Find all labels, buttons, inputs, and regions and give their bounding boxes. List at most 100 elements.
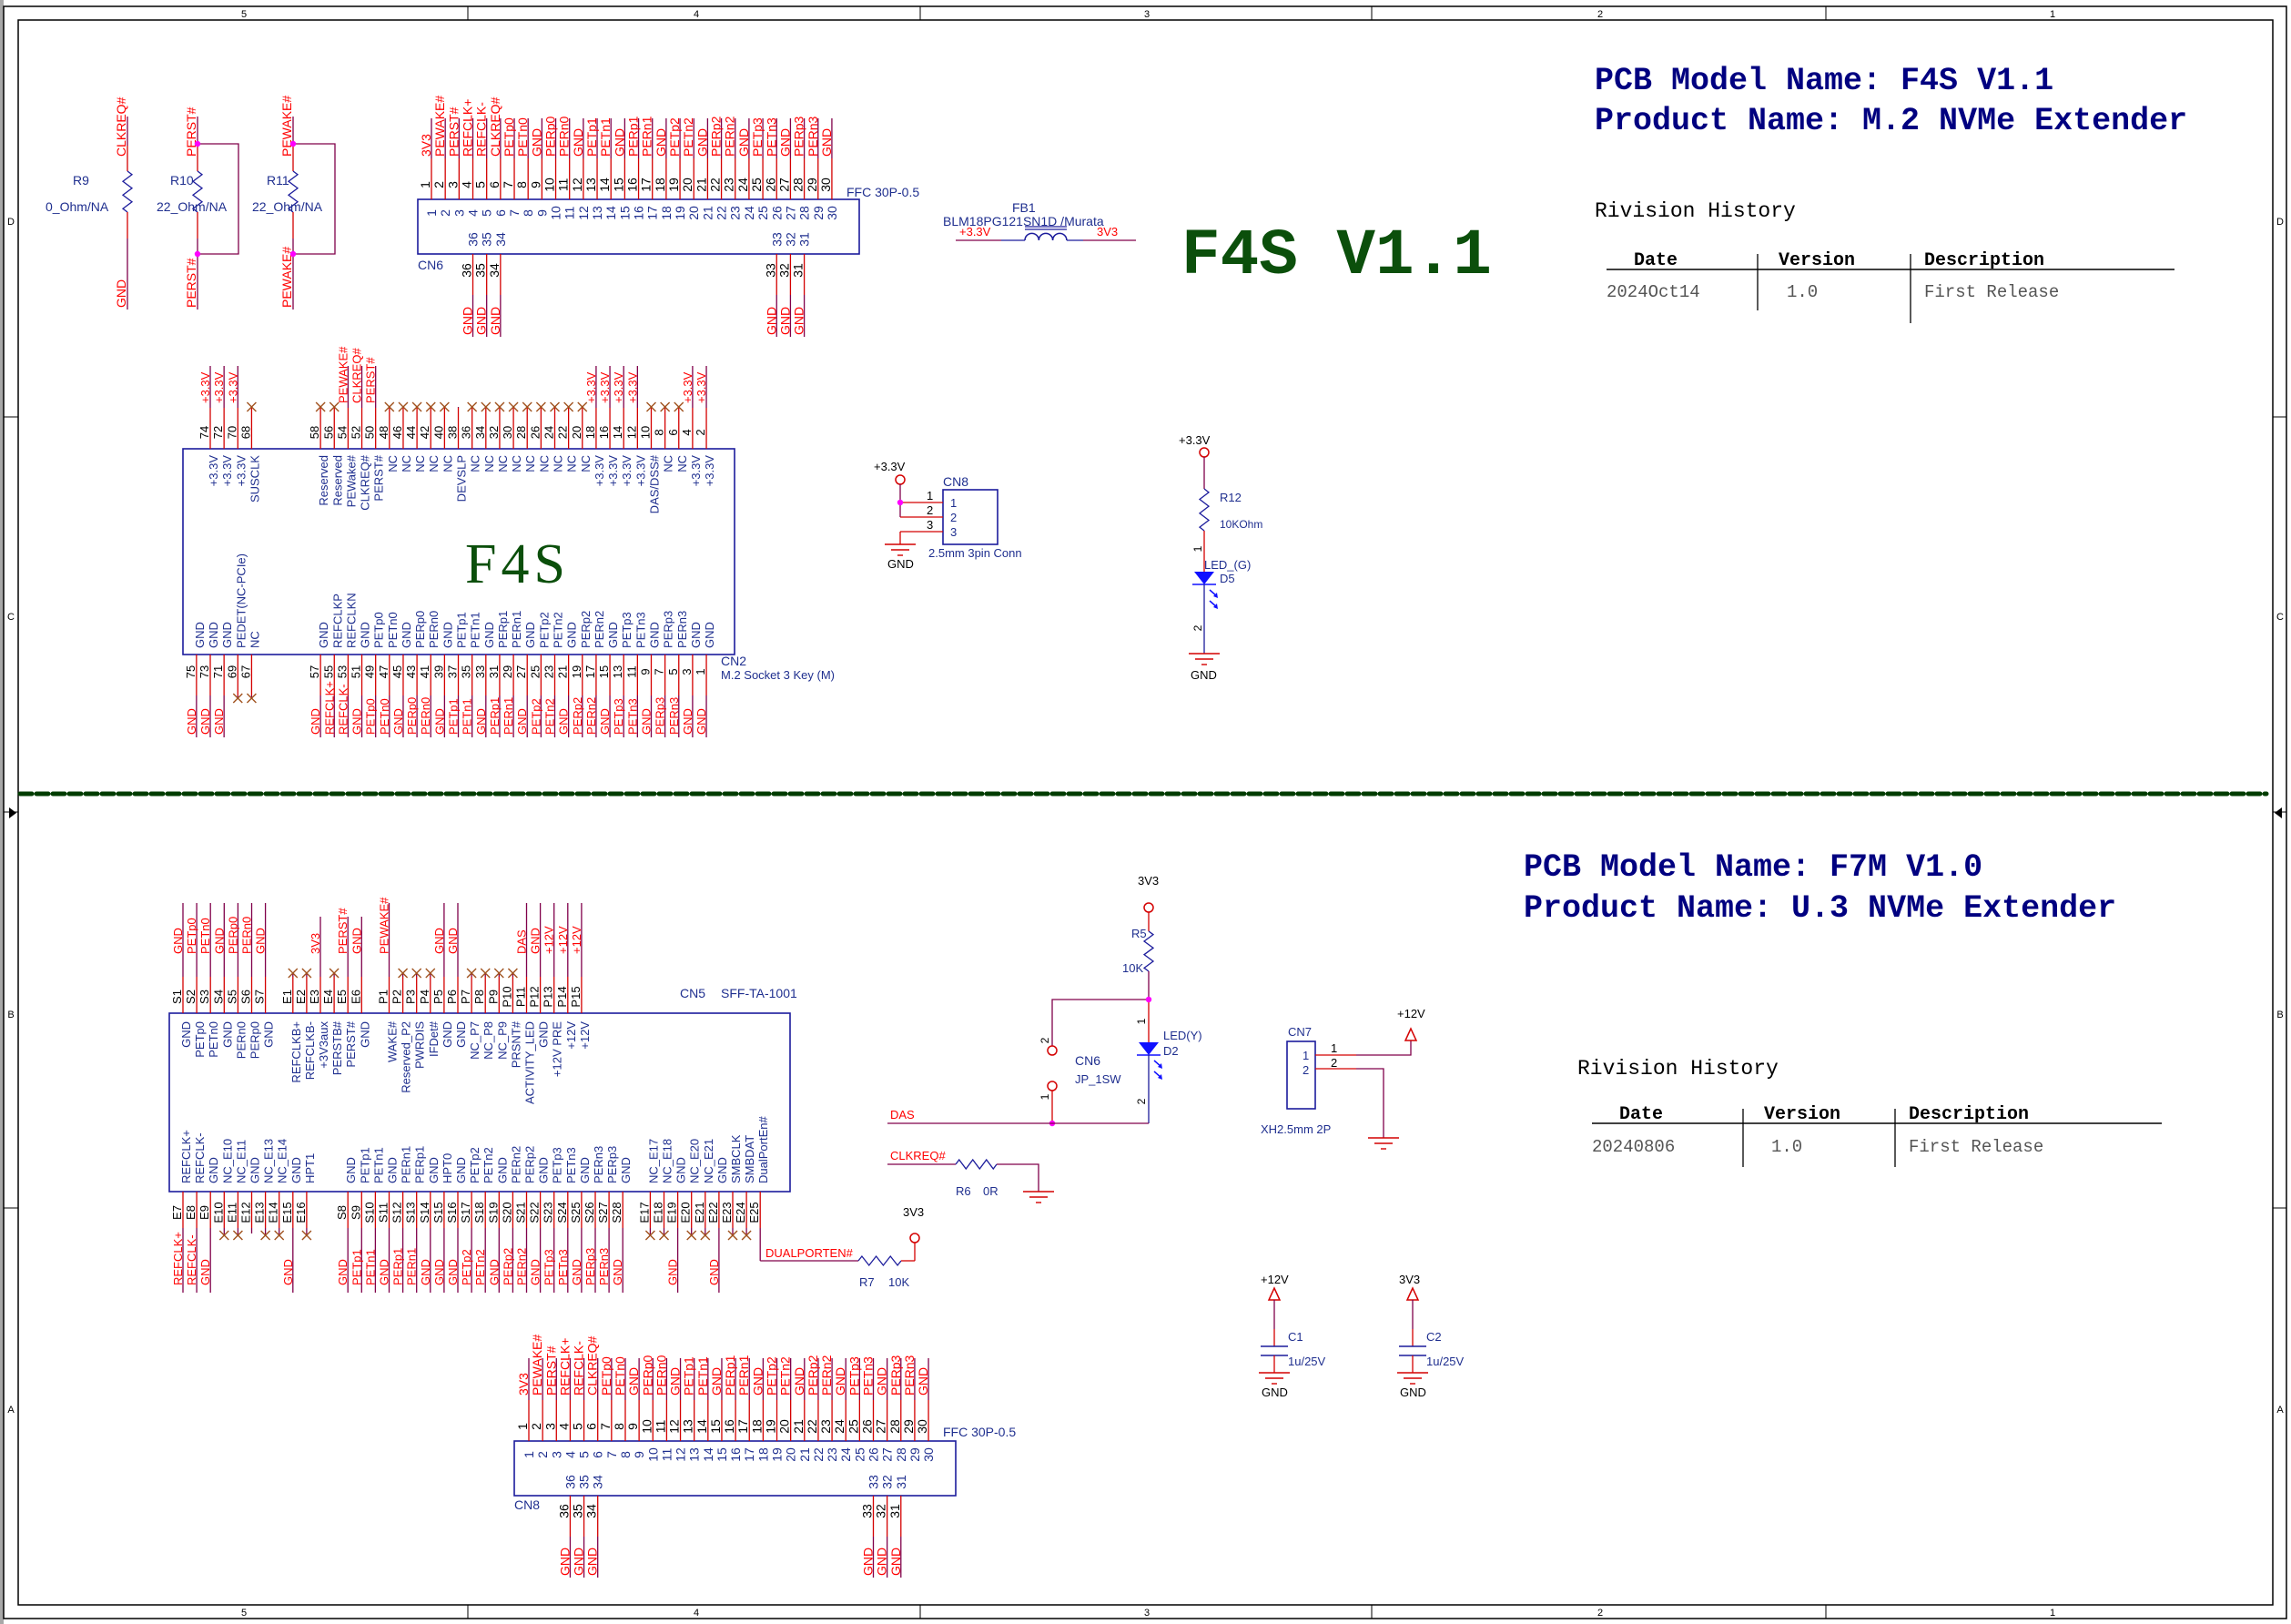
pin-2: 2 2 PEWAKE# [431, 96, 452, 217]
pin-number: 5 [473, 181, 488, 188]
part-number: FFC 30P-0.5 [846, 185, 919, 199]
pin-number: 26 [528, 426, 542, 439]
pin-number: 25 [528, 665, 542, 678]
pin-46: 46 NC [390, 401, 413, 472]
connector-body [1286, 1040, 1316, 1110]
pin-28: 28 NC [514, 401, 537, 472]
pin-S12: S12 PERn1 PERp1 [390, 1146, 413, 1293]
pin-number-inner: 20 [784, 1447, 798, 1462]
pin-number: 22 [805, 1419, 819, 1434]
pin-number: S10 [362, 1202, 376, 1223]
pin-21: 21 21 GND [694, 118, 715, 220]
pin-number-inner: 2 [1303, 1063, 1309, 1077]
pin-number-inner: 15 [715, 1447, 729, 1462]
pin-72: 72 +3.3V +3.3V [211, 366, 234, 486]
net-label: PERn3 [902, 1355, 917, 1396]
resistor-R10: PERST# PERST# R10 22_Ohm/NA [157, 107, 239, 310]
pin-number: E9 [198, 1205, 211, 1220]
net-label: REFCLK- [185, 1234, 198, 1285]
no-connect-icon [494, 401, 505, 412]
pin-3: 3 3 PERST# [542, 1345, 563, 1458]
power-port-icon [895, 474, 906, 485]
nc-stroke [260, 1230, 271, 1241]
pin-10: 10 10 PERp0 [542, 116, 563, 219]
pin-E11: E11 NC_E11 [225, 1140, 248, 1241]
net-label: PERn2 [819, 1355, 834, 1396]
pin-name: PETp0 [372, 612, 386, 648]
pin-name: Reserved [330, 455, 344, 506]
pin-name: PERST# [372, 454, 386, 501]
pin-11: 11 PETn3 PETn3 [624, 612, 647, 737]
pin-number: 15 [708, 1419, 723, 1434]
pin-number-inner: 22 [715, 206, 729, 220]
pin-11: 11 11 PERn0 [653, 1355, 674, 1461]
pin-17: 17 17 PERn1 [735, 1355, 756, 1461]
pin-number: S21 [514, 1202, 528, 1223]
pin-number: 24 [542, 426, 556, 439]
pin-number: P10 [500, 986, 513, 1007]
ground-icon [1023, 1191, 1054, 1203]
pin-number-inner: 6 [493, 209, 508, 217]
revision-history-table: Rivision History Date Version Description 20… [1577, 1057, 2162, 1167]
pin-name: PETn1 [371, 1147, 385, 1183]
nc-stroke [288, 968, 299, 979]
pin-name: PETp0 [193, 1021, 207, 1058]
pin-number: E16 [294, 1202, 308, 1223]
net-label: +3.3V [598, 371, 612, 403]
pin-number: 16 [597, 426, 611, 439]
revision-history-table: Rivision History Date Version Description 20… [1595, 199, 2174, 323]
zone-column-label: 2 [1597, 9, 1603, 20]
net-label: PETn1 [598, 117, 613, 157]
reference-designator: CN8 [943, 474, 968, 489]
pin-number: 29 [901, 1419, 916, 1434]
pin-name: NC [523, 455, 537, 472]
pin-1: 1 1 3V3 [515, 1358, 536, 1458]
net-label: REFCLK+ [322, 681, 336, 735]
net-label: PERp3 [583, 1248, 597, 1285]
pin-number: 8 [653, 429, 666, 435]
pin-number: 19 [570, 665, 583, 678]
net-label: PERST# [446, 107, 461, 157]
net-label: +3.3V [612, 371, 625, 403]
pin-number-inner: 30 [825, 206, 839, 220]
pin-name: PERn3 [592, 1146, 605, 1183]
pin-number: 28 [887, 1419, 902, 1434]
pin-name: SMBDAT [743, 1135, 756, 1183]
nc-stroke [727, 1230, 738, 1241]
pin-number-inner: 17 [742, 1447, 756, 1462]
pin-number-inner: 29 [811, 206, 826, 220]
pin-E25: E25 DualPortEn# [747, 1116, 770, 1261]
pin-name: +3V3aux [317, 1021, 330, 1069]
pin-13: 13 PETp3 PETp3 [611, 612, 634, 737]
net-label: PERp1 [626, 116, 641, 157]
pin-E14: E14 NC_E14 [267, 1139, 289, 1241]
no-connect-icon [660, 401, 671, 412]
pin-number: S15 [431, 1202, 445, 1223]
net-label: PETp0 [599, 1356, 613, 1396]
pin-number: 51 [350, 665, 363, 678]
pin-S6: S6 PERp0 PERn0 [239, 903, 262, 1059]
pin-name: GND [262, 1021, 276, 1048]
pin-number: 1 [1331, 1041, 1337, 1055]
pin-S10: S10 PETn1 PETn1 [362, 1147, 385, 1293]
net-label: PERST# [364, 357, 378, 403]
pin-number-inner: 30 [921, 1447, 936, 1462]
pin-6: 6 6 CLKREQ# [487, 96, 508, 216]
net-label: PERn1 [502, 697, 515, 735]
pin-40: 40 NC [431, 401, 454, 472]
pin-name: +3.3V [703, 455, 716, 487]
pin-number: 19 [666, 178, 681, 192]
nc-stroke [425, 968, 436, 979]
pin-26: 26 26 PETn3 [763, 117, 784, 220]
pin-name: Reserved [317, 455, 330, 506]
pin-number: 35 [460, 665, 473, 678]
power-net-label: +3.3V [874, 460, 906, 473]
pin-number-inner: 33 [867, 1475, 881, 1489]
net-label: GND [212, 928, 226, 954]
nc-stroke [232, 1230, 243, 1241]
net-label: PETp1 [350, 1249, 363, 1285]
no-connect-icon [508, 401, 519, 412]
net-label: PERn0 [419, 697, 432, 735]
pin-22: 22 22 PERp2 [708, 116, 729, 219]
